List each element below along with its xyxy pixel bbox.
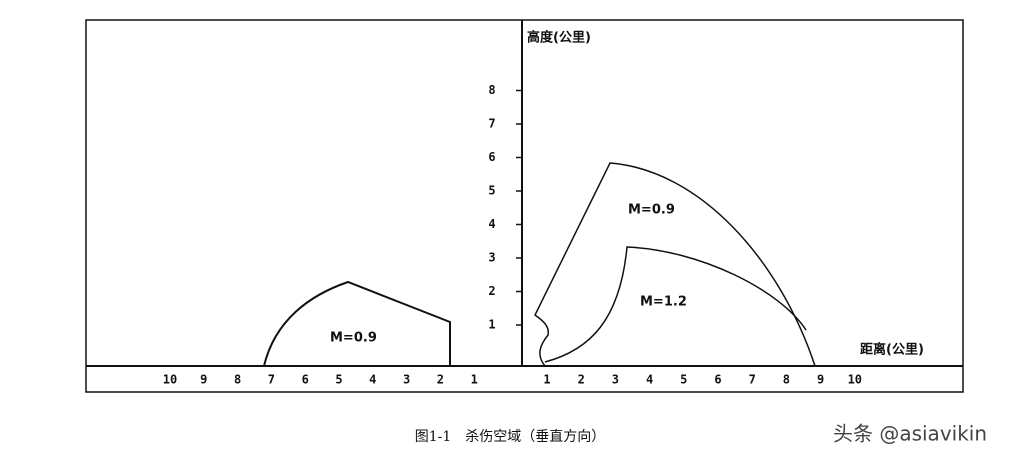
x-tick-label: 10	[848, 373, 862, 387]
y-tick-label: 2	[488, 284, 495, 298]
y-axis-title: 高度(公里)	[527, 30, 591, 46]
x-tick-label: 3	[403, 373, 410, 387]
y-tick-label: 1	[488, 318, 495, 332]
watermark: 头条 @asiavikin	[833, 422, 987, 446]
zone-m12	[544, 246, 807, 363]
x-tick-label: 7	[268, 373, 275, 387]
frame	[85, 19, 964, 393]
x-tick-label: 7	[749, 373, 756, 387]
caption: 图1-1 杀伤空域（垂直方向）	[415, 428, 606, 445]
y-tick-label: 8	[488, 83, 495, 97]
x-tick-label: 1	[471, 373, 478, 387]
y-tick-label: 7	[488, 117, 495, 131]
x-tick-label: 9	[200, 373, 207, 387]
x-tick-label: 2	[437, 373, 444, 387]
x-tick-label: 4	[646, 373, 653, 387]
zone-m09	[534, 162, 816, 367]
region-label: M=0.9	[330, 331, 377, 346]
x-tick-label: 10	[163, 373, 177, 387]
x-tick-label: 8	[783, 373, 790, 387]
x-tick-label: 1	[543, 373, 550, 387]
x-axis-title: 距离(公里)	[860, 342, 924, 358]
y-tick-label: 5	[488, 184, 495, 198]
x-tick-label: 6	[302, 373, 309, 387]
left-zone	[263, 280, 451, 367]
x-tick-label: 4	[369, 373, 376, 387]
x-tick-label: 2	[578, 373, 585, 387]
y-tick-label: 4	[488, 217, 495, 231]
y-tick-label: 6	[488, 150, 495, 164]
y-tick-label: 3	[488, 251, 495, 265]
x-tick-label: 8	[234, 373, 241, 387]
x-tick-label: 3	[612, 373, 619, 387]
x-tick-label: 9	[817, 373, 824, 387]
region-label: M=1.2	[640, 295, 687, 310]
x-tick-label: 5	[680, 373, 687, 387]
x-tick-label: 6	[714, 373, 721, 387]
region-label: M=0.9	[628, 203, 675, 218]
x-tick-label: 5	[335, 373, 342, 387]
